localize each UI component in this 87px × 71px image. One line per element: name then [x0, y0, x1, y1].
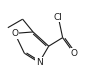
Text: O: O	[70, 49, 77, 58]
Text: Cl: Cl	[54, 13, 63, 22]
Text: O: O	[11, 29, 18, 38]
Text: N: N	[36, 58, 43, 67]
